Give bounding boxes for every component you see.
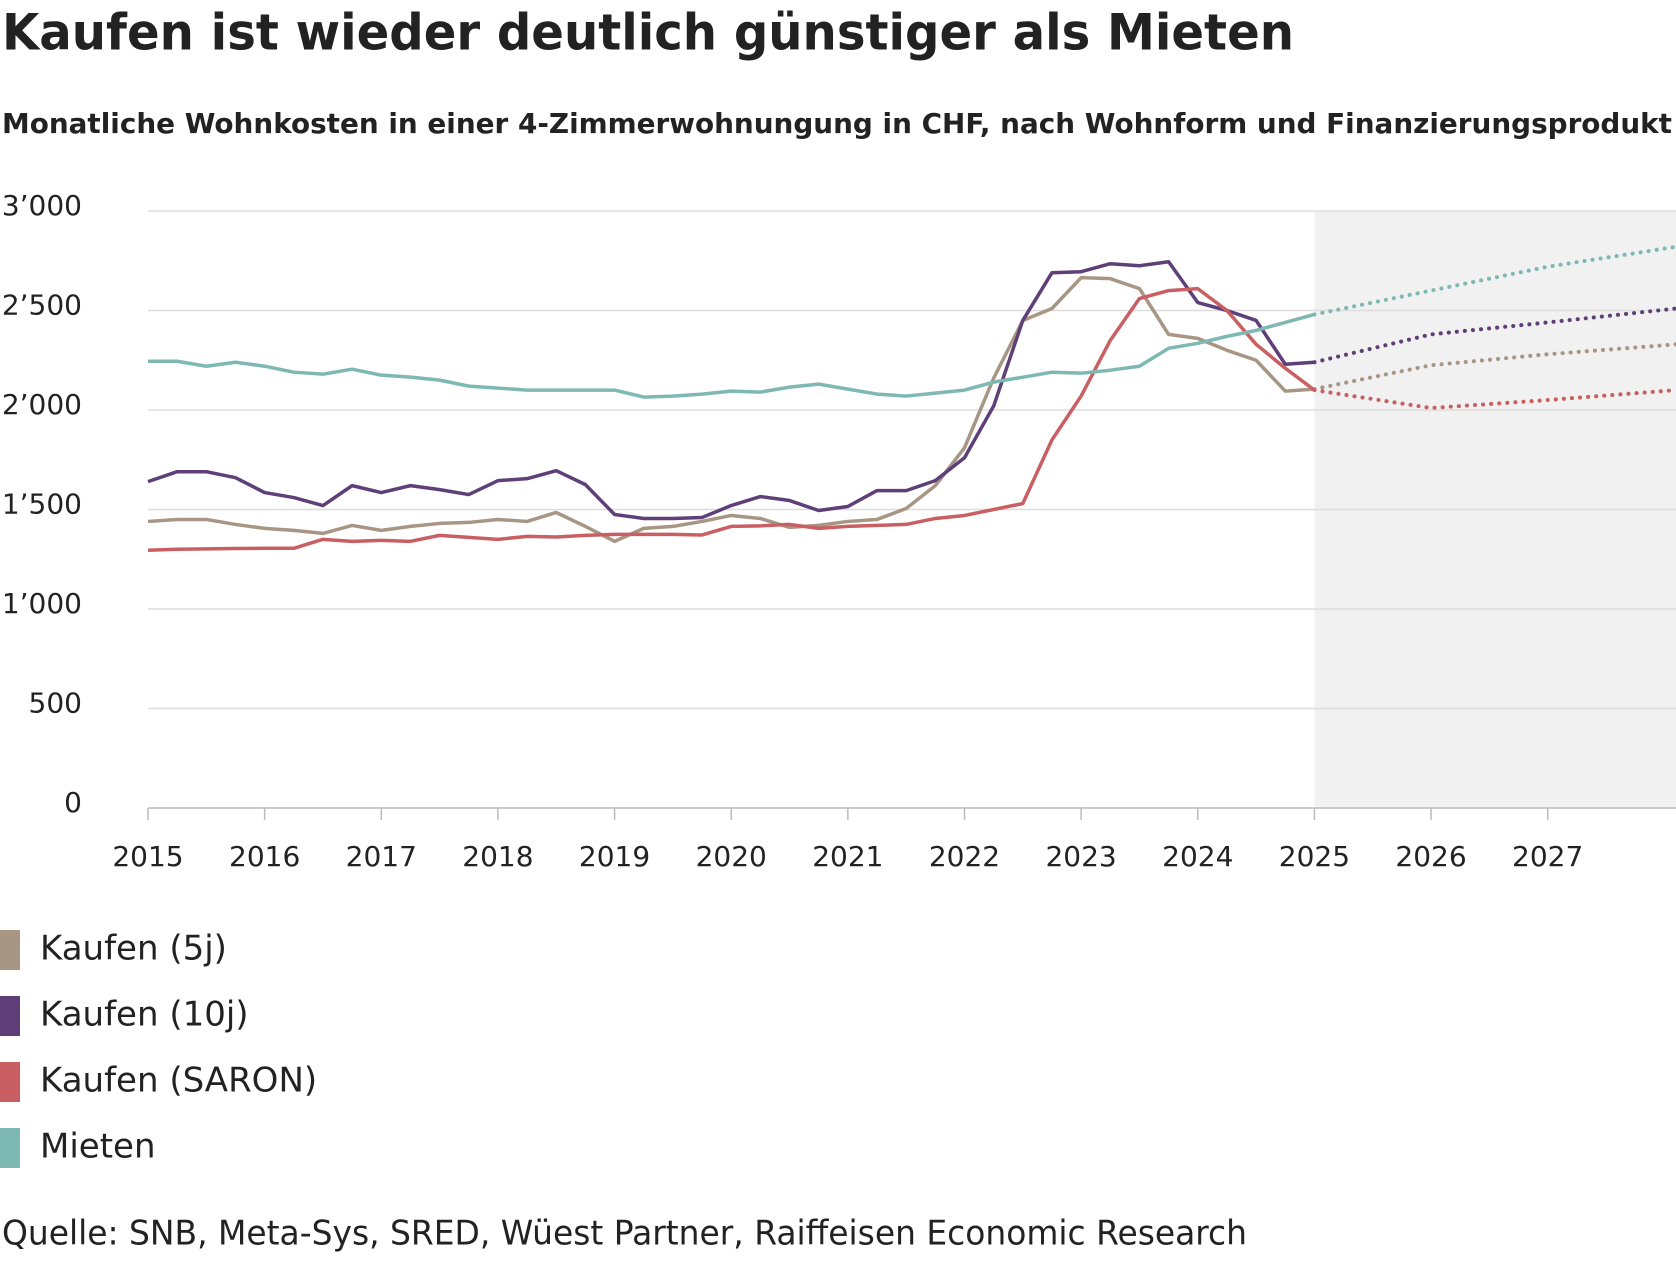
- x-tick-label: 2022: [929, 840, 1000, 873]
- y-tick-label: 2’000: [2, 388, 82, 421]
- x-tick-label: 2017: [346, 840, 417, 873]
- legend-swatch: [0, 996, 20, 1036]
- legend-swatch: [0, 1128, 20, 1168]
- x-tick-label: 2019: [579, 840, 650, 873]
- x-tick-label: 2023: [1045, 840, 1116, 873]
- series-line: [148, 312, 1315, 399]
- legend-swatch: [0, 930, 20, 970]
- forecast-line: [1312, 342, 1676, 392]
- source: Quelle: SNB, Meta-Sys, SRED, Wüest Partn…: [2, 1214, 1247, 1254]
- forecast-line: [1312, 244, 1676, 317]
- series-line: [147, 275, 1315, 544]
- x-tick-label: 2016: [229, 840, 300, 873]
- y-tick-label: 1’500: [2, 488, 82, 521]
- forecast-line: [1312, 306, 1676, 365]
- chart-title: Kaufen ist wieder deutlich günstiger als…: [2, 4, 1294, 62]
- y-tick-label: 0: [64, 786, 82, 819]
- y-tick-label: 3’000: [2, 189, 82, 222]
- x-tick-label: 2020: [696, 840, 767, 873]
- legend-label: Mieten: [40, 1127, 156, 1167]
- series-line: [147, 259, 1315, 521]
- y-tick-label: 1’000: [2, 587, 82, 620]
- x-tick-label: 2025: [1279, 840, 1350, 873]
- series-line: [147, 286, 1316, 553]
- legend-label: Kaufen (10j): [40, 995, 249, 1035]
- chart-subtitle: Monatliche Wohnkosten in einer 4-Zimmerw…: [2, 107, 1672, 140]
- x-tick-label: 2021: [812, 840, 883, 873]
- forecast-line: [1312, 388, 1676, 411]
- y-tick-label: 500: [29, 687, 82, 720]
- legend-swatch: [0, 1062, 20, 1102]
- x-tick-label: 2026: [1395, 840, 1466, 873]
- x-tick-label: 2024: [1162, 840, 1233, 873]
- x-tick-label: 2018: [462, 840, 533, 873]
- legend-label: Kaufen (5j): [40, 929, 227, 969]
- y-tick-label: 2’500: [2, 289, 82, 322]
- x-tick-label: 2027: [1512, 840, 1583, 873]
- legend-label: Kaufen (SARON): [40, 1061, 317, 1101]
- x-tick-label: 2015: [112, 840, 183, 873]
